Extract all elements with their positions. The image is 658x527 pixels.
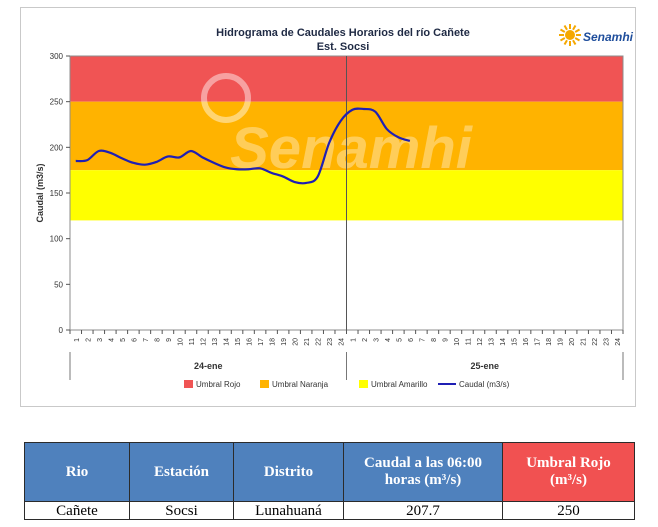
x-tick-label: 5 (396, 338, 403, 342)
chart-frame: Hidrograma de Caudales Horarios del río … (20, 7, 636, 407)
logo-sun-ray (574, 37, 581, 42)
x-tick-label: 11 (465, 338, 472, 345)
station-table: Rio Estación Distrito Caudal a las 06:00… (24, 442, 635, 520)
x-tick-label: 23 (604, 338, 611, 346)
x-tick-label: 2 (85, 338, 92, 342)
header-umbral-rojo: Umbral Rojo (m³/s) (502, 442, 635, 502)
x-tick-label: 4 (108, 338, 115, 342)
x-tick-label: 3 (97, 338, 104, 342)
cell-umbral-rojo: 250 (502, 501, 635, 520)
x-tick-label: 20 (293, 338, 300, 346)
chart-title: Hidrograma de Caudales Horarios del río … (216, 27, 470, 39)
x-tick-label: 15 (512, 338, 519, 346)
legend-label: Umbral Amarillo (371, 380, 428, 389)
x-tick-label: 21 (304, 338, 311, 346)
x-tick-label: 6 (131, 338, 138, 342)
logo-sun-ray (563, 39, 568, 46)
x-tick-label: 10 (177, 338, 184, 346)
x-tick-label: 17 (535, 338, 542, 346)
x-tick-label: 20 (569, 338, 576, 346)
logo-sun-ray (572, 39, 577, 46)
x-tick-label: 16 (523, 338, 530, 346)
x-tick-label: 22 (316, 338, 323, 346)
header-rio: Rio (24, 442, 130, 502)
day-label: 24-ene (194, 361, 223, 371)
legend-swatch (359, 380, 368, 388)
series-line-caudal (75, 107, 411, 185)
x-tick-label: 12 (477, 338, 484, 346)
x-tick-label: 18 (270, 338, 277, 346)
logo-sun-ray (559, 37, 566, 42)
x-tick-label: 4 (385, 338, 392, 342)
cell-caudal: 207.7 (343, 501, 503, 520)
x-tick-label: 1 (74, 338, 81, 342)
x-tick-label: 17 (258, 338, 265, 346)
x-tick-label: 14 (224, 338, 231, 346)
x-tick-label: 14 (500, 338, 507, 346)
legend-label: Umbral Rojo (196, 380, 241, 389)
legend-label: Umbral Naranja (272, 380, 329, 389)
x-tick-label: 22 (592, 338, 599, 346)
logo-sun-ray (572, 24, 577, 31)
x-tick-label: 13 (212, 338, 219, 346)
legend-swatch (184, 380, 193, 388)
x-tick-label: 6 (408, 338, 415, 342)
x-tick-label: 21 (581, 338, 588, 346)
chart-subtitle: Est. Socsi (317, 41, 370, 53)
table-row: Cañete Socsi Lunahuaná 207.7 250 (24, 501, 635, 520)
x-tick-label: 12 (200, 338, 207, 346)
x-tick-label: 9 (442, 338, 449, 342)
y-tick-label: 300 (50, 52, 64, 61)
x-tick-label: 8 (154, 338, 161, 342)
cell-estacion: Socsi (129, 501, 234, 520)
watermark-text: Senamhi (230, 116, 474, 181)
x-tick-label: 5 (120, 338, 127, 342)
x-tick-label: 8 (431, 338, 438, 342)
y-tick-label: 200 (50, 143, 64, 152)
x-tick-label: 3 (373, 338, 380, 342)
cell-distrito: Lunahuaná (233, 501, 344, 520)
y-tick-label: 100 (50, 235, 64, 244)
y-tick-label: 50 (54, 280, 63, 289)
x-tick-label: 10 (454, 338, 461, 346)
x-tick-label: 9 (166, 338, 173, 342)
logo-sun-icon (565, 30, 575, 40)
header-distrito: Distrito (233, 442, 344, 502)
x-tick-label: 11 (189, 338, 196, 345)
x-tick-label: 7 (143, 338, 150, 342)
x-tick-label: 13 (489, 338, 496, 346)
header-estacion: Estación (129, 442, 234, 502)
watermark-sun-icon (201, 73, 251, 123)
logo-text: Senamhi (583, 30, 634, 44)
logo-sun-ray (559, 28, 566, 33)
x-tick-label: 18 (546, 338, 553, 346)
logo-sun-ray (574, 28, 581, 33)
x-tick-label: 19 (558, 338, 565, 346)
legend-label: Caudal (m3/s) (459, 380, 510, 389)
legend-swatch (260, 380, 269, 388)
x-tick-label: 2 (362, 338, 369, 342)
x-tick-label: 16 (247, 338, 254, 346)
day-label: 25-ene (470, 361, 499, 371)
cell-rio: Cañete (24, 501, 130, 520)
x-tick-label: 19 (281, 338, 288, 346)
y-tick-label: 250 (50, 98, 64, 107)
hydrograph-chart: Hidrograma de Caudales Horarios del río … (35, 24, 634, 389)
x-tick-label: 15 (235, 338, 242, 346)
table-header-row: Rio Estación Distrito Caudal a las 06:00… (24, 442, 635, 502)
x-tick-label: 24 (615, 338, 622, 346)
y-tick-label: 0 (59, 326, 64, 335)
x-tick-label: 24 (339, 338, 346, 346)
x-tick-label: 23 (327, 338, 334, 346)
y-axis-label: Caudal (m3/s) (35, 163, 45, 222)
x-tick-label: 1 (350, 338, 357, 342)
logo-sun-ray (563, 24, 568, 31)
x-tick-label: 7 (419, 338, 426, 342)
y-tick-label: 150 (50, 189, 64, 198)
header-caudal: Caudal a las 06:00 horas (m³/s) (343, 442, 503, 502)
